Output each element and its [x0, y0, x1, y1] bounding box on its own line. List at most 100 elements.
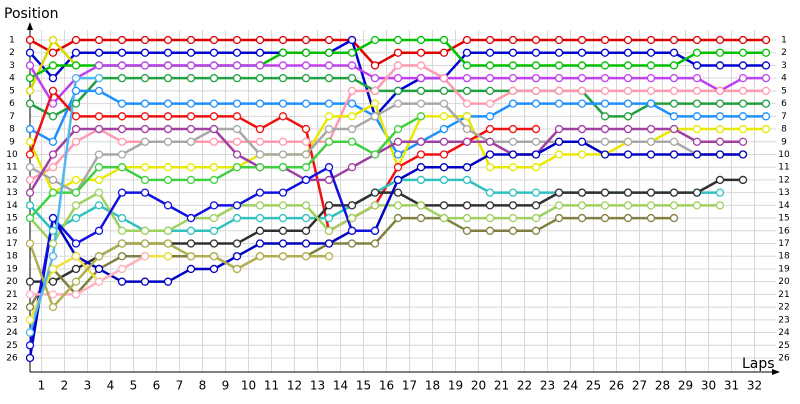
x-tick-label: 27: [632, 379, 647, 393]
x-tick-label: 12: [287, 379, 302, 393]
lap-point: [94, 163, 104, 172]
y-tick-label: 6: [9, 99, 15, 109]
lap-point: [393, 137, 403, 146]
lap-point: [508, 48, 518, 57]
lap-point: [646, 137, 656, 146]
lap-point: [669, 99, 679, 108]
lap-point: [301, 150, 311, 159]
lap-point: [94, 201, 104, 210]
lap-point: [255, 163, 265, 172]
lap-point: [393, 99, 403, 108]
lap-point: [600, 74, 610, 83]
lap-point: [186, 239, 196, 248]
lap-point: [439, 213, 449, 223]
lap-point: [370, 35, 380, 45]
lap-point: [324, 48, 334, 57]
y-tick-label: 24: [6, 328, 18, 338]
lap-point: [94, 124, 104, 134]
lap-point: [508, 86, 518, 96]
lap-point: [25, 48, 35, 57]
lap-point: [439, 124, 449, 134]
lap-point: [94, 86, 104, 96]
x-tick-label: 7: [176, 379, 184, 393]
x-tick-label: 16: [379, 379, 394, 393]
lap-point: [715, 86, 725, 96]
lap-point: [600, 137, 610, 146]
lap-point: [715, 124, 725, 134]
lap-point: [554, 99, 564, 108]
lap-point: [531, 99, 541, 108]
lap-point: [554, 124, 564, 134]
lap-point: [48, 163, 58, 172]
lap-point: [186, 213, 196, 223]
lap-point: [623, 99, 633, 108]
lap-point: [508, 163, 518, 172]
y-tick-label-right: 4: [781, 74, 787, 84]
lap-point: [255, 226, 265, 235]
lap-point: [117, 226, 127, 235]
lap-point: [462, 137, 472, 146]
y-tick-label: 23: [6, 315, 17, 325]
lap-point: [692, 137, 702, 146]
lap-point: [232, 124, 242, 134]
lap-point: [623, 150, 633, 159]
lap-point: [48, 302, 58, 312]
lap-point: [140, 137, 150, 146]
lap-point: [232, 264, 242, 274]
lap-point: [692, 188, 702, 197]
lap-point: [439, 99, 449, 108]
lap-point: [117, 163, 127, 172]
lap-point: [117, 61, 127, 70]
lap-point: [324, 252, 334, 261]
lap-point: [163, 48, 173, 57]
lap-point: [301, 74, 311, 83]
lap-point: [255, 35, 265, 45]
lap-point: [393, 188, 403, 197]
lap-point: [48, 277, 58, 286]
lap-point: [117, 213, 127, 223]
lap-point: [508, 226, 518, 235]
lap-point: [94, 264, 104, 274]
lap-point: [278, 150, 288, 159]
lap-point: [738, 61, 748, 70]
lap-point: [324, 175, 334, 185]
lap-point: [554, 213, 564, 223]
lap-point: [209, 48, 219, 57]
lap-point: [416, 201, 426, 210]
lap-point: [485, 74, 495, 83]
lap-point: [209, 99, 219, 108]
lap-point: [761, 35, 771, 45]
lap-point: [94, 188, 104, 197]
lap-point: [278, 99, 288, 108]
lap-point: [623, 213, 633, 223]
lap-point: [600, 35, 610, 45]
y-tick-label-right: 15: [778, 214, 789, 224]
lap-point: [48, 137, 58, 146]
lap-point: [692, 61, 702, 70]
lap-point: [600, 86, 610, 96]
lap-point: [669, 150, 679, 159]
lap-point: [577, 188, 587, 197]
lap-point: [163, 35, 173, 45]
lap-point: [25, 74, 35, 83]
lap-point: [48, 188, 58, 197]
lap-point: [485, 201, 495, 210]
lap-point: [163, 137, 173, 146]
lap-point: [439, 86, 449, 96]
lap-point: [347, 48, 357, 57]
lap-point: [140, 35, 150, 45]
lap-point: [117, 99, 127, 108]
lap-point: [715, 137, 725, 146]
x-tick-label: 24: [563, 379, 578, 393]
lap-point: [669, 213, 679, 223]
lap-point: [209, 226, 219, 235]
lap-point: [646, 150, 656, 159]
lap-point: [416, 74, 426, 83]
lap-point: [301, 48, 311, 57]
lap-point: [232, 74, 242, 83]
lap-point: [531, 61, 541, 70]
lap-point: [71, 188, 81, 197]
lap-point: [715, 150, 725, 159]
lap-point: [646, 48, 656, 57]
lap-point: [600, 213, 610, 223]
